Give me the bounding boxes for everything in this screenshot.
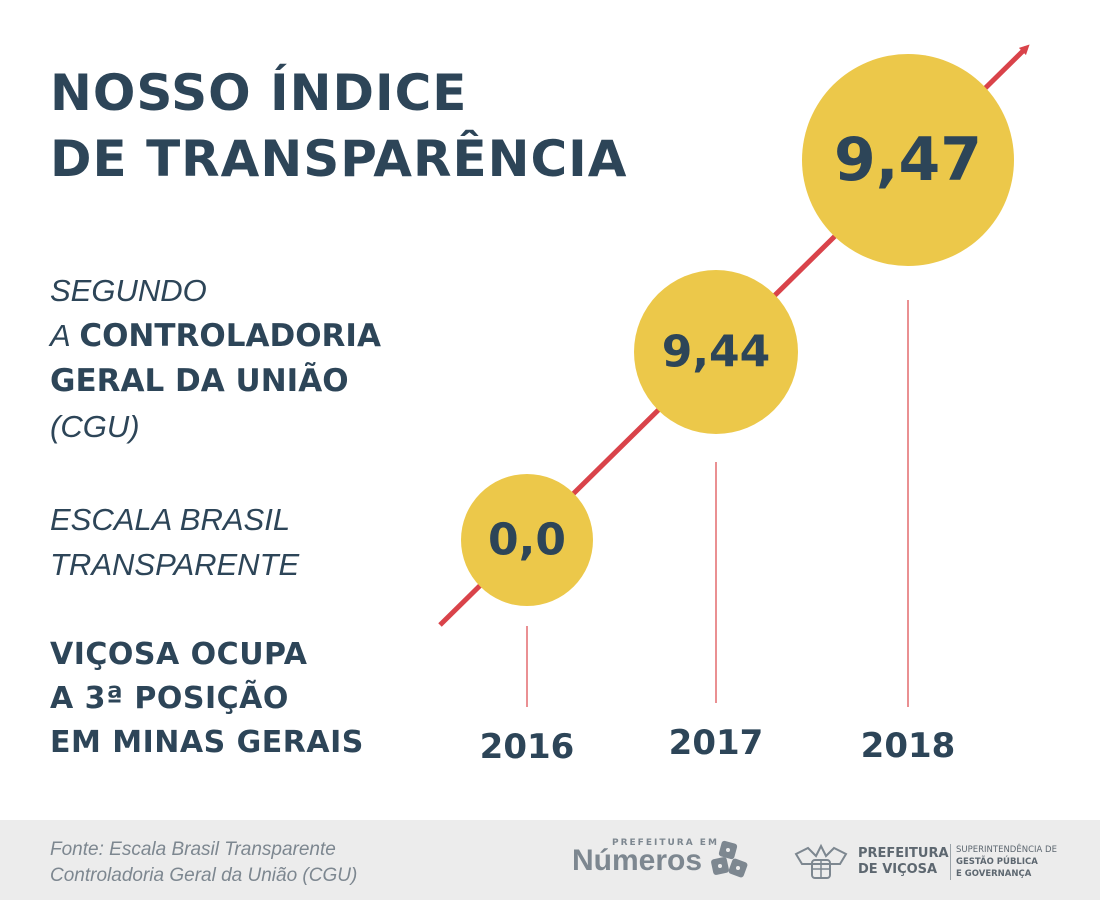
bubbles: 0,0 9,44 9,47 — [461, 54, 1014, 606]
ranking-statement: VIÇOSA OCUPA A 3ª POSIÇÃO EM MINAS GERAI… — [50, 633, 364, 765]
logo1-big-text: Números — [572, 844, 703, 877]
year-label-2016: 2016 — [480, 727, 575, 767]
bubble-2017 — [634, 270, 798, 434]
prefeitura-em-numeros-logo: PREFEITURA EM Números — [572, 834, 752, 890]
bubble-2018 — [802, 54, 1014, 266]
logo2-name-line-1: PREFEITURA — [858, 846, 949, 861]
scale-line-1: ESCALA BRASIL — [50, 502, 291, 537]
year-label-2018: 2018 — [861, 726, 956, 766]
prefeitura-vicosa-logo: PREFEITURA DE VIÇOSA SUPERINTENDÊNCIA DE… — [792, 836, 1072, 886]
page-title: NOSSO ÍNDICE DE TRANSPARÊNCIA — [50, 60, 627, 192]
logo2-subtitle: SUPERINTENDÊNCIA DE GESTÃO PÚBLICA E GOV… — [956, 844, 1057, 880]
logo2-separator — [950, 844, 951, 880]
year-labels: 2016 2017 2018 — [480, 723, 956, 767]
scale-statement: ESCALA BRASIL TRANSPARENTE — [50, 497, 299, 587]
footer-source-line-1: Fonte: Escala Brasil Transparente — [50, 839, 336, 860]
rank-line-1: VIÇOSA OCUPA — [50, 637, 308, 672]
city-crest-icon — [794, 843, 848, 879]
rank-line-3: EM MINAS GERAIS — [50, 725, 364, 760]
logo2-name: PREFEITURA DE VIÇOSA — [858, 846, 949, 878]
source-line-4: (CGU) — [50, 409, 140, 444]
title-line-1: NOSSO ÍNDICE — [50, 64, 468, 122]
source-statement: SEGUNDO A CONTROLADORIA GERAL DA UNIÃO (… — [50, 268, 381, 449]
logo2-sub-line-2: GESTÃO PÚBLICA — [956, 857, 1038, 867]
rank-line-2: A 3ª POSIÇÃO — [50, 681, 289, 716]
dice-icon — [711, 840, 748, 878]
data-label-2016: 0,0 — [488, 515, 566, 566]
transparency-chart: 0,0 9,44 9,47 2016 2017 2018 — [438, 44, 1030, 767]
source-line-2-bold: CONTROLADORIA — [79, 318, 381, 354]
title-line-2: DE TRANSPARÊNCIA — [50, 130, 628, 188]
year-label-2017: 2017 — [669, 723, 764, 763]
footer: Fonte: Escala Brasil Transparente Contro… — [0, 820, 1100, 900]
logo2-name-line-2: DE VIÇOSA — [858, 862, 938, 877]
data-label-2017: 9,44 — [662, 327, 771, 378]
drop-lines — [526, 300, 909, 707]
source-line-2-prefix: A — [50, 318, 71, 353]
logo2-sub-line-1: SUPERINTENDÊNCIA DE — [956, 845, 1057, 855]
footer-source: Fonte: Escala Brasil Transparente Contro… — [50, 837, 357, 889]
data-label-2018: 9,47 — [834, 125, 982, 195]
source-line-1: SEGUNDO — [50, 273, 207, 308]
logo1-small-text: PREFEITURA EM — [612, 838, 719, 848]
logo2-sub-line-3: E GOVERNANÇA — [956, 869, 1032, 879]
scale-line-2: TRANSPARENTE — [50, 547, 300, 582]
footer-source-line-2: Controladoria Geral da União (CGU) — [50, 865, 358, 886]
source-line-3: GERAL DA UNIÃO — [50, 363, 349, 399]
bubble-2016 — [461, 474, 593, 606]
